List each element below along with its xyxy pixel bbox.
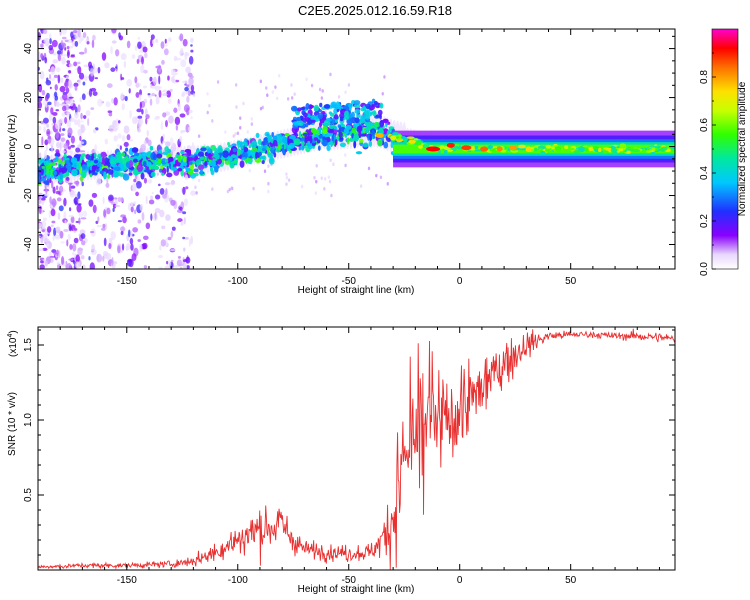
y-tick-label: 0 [23,143,34,149]
y-tick-label: -20 [23,188,34,203]
snr-x-label: Height of straight line (km) [298,584,415,595]
colorbar-gradient [712,29,738,269]
x-tick-label: -100 [228,276,248,287]
colorbar-axis: 0.0 0.2 0.4 0.6 0.8 [699,52,716,276]
snr-multiplier-close: ) [8,330,19,333]
x-tick-label: -50 [342,575,357,586]
colorbar-tick-label: 0.0 [699,262,710,276]
x-tick-label: -50 [342,276,357,287]
spectrogram-x-axis: -150 -100 -50 0 50 [59,29,660,287]
colorbar-tick-label: 0.2 [699,214,710,228]
spectrogram-heatmap [38,29,675,269]
colorbar-tick-label: 0.8 [699,70,710,84]
y-tick-label: 20 [23,92,34,104]
x-tick-label: -100 [228,575,248,586]
snr-y-axis: 0.5 1.0 1.5 [23,329,675,556]
snr-series-line [38,328,675,570]
svg-text:(x104): (x104) [7,330,19,357]
spectrogram-y-label: Frequency (Hz) [7,115,18,184]
x-tick-label: -150 [117,276,137,287]
colorbar-label: Normalized spectral amplitude [737,81,748,216]
colorbar-tick-label: 0.4 [699,166,710,180]
x-tick-label: 50 [565,575,577,586]
snr-multiplier-base: (x10 [8,337,19,357]
spectrogram-y-axis: -40 -20 0 20 40 [23,35,675,258]
snr-plot-area [38,327,675,570]
colorbar: 0.0 0.2 0.4 0.6 0.8 Normalized spectral ampl… [699,28,748,276]
spectrogram-x-label: Height of straight line (km) [298,285,415,296]
spectrogram-panel: -150 -100 -50 0 50 -40 -20 0 20 40 Height of str… [7,28,676,296]
snr-multiplier-exp: 4 [7,334,14,338]
y-tick-label: 40 [23,43,34,55]
x-tick-label: 0 [457,575,463,586]
y-tick-label: 0.5 [23,488,34,502]
y-tick-label: 1.5 [23,338,34,352]
snr-frame [37,326,676,571]
snr-x-axis: -150 -100 -50 0 50 [59,327,660,586]
y-tick-label: 1.0 [23,413,34,427]
x-tick-label: -150 [117,575,137,586]
y-tick-label: -40 [23,237,34,252]
figure-title: C2E5.2025.012.16.59.R18 [298,3,452,18]
spectrogram-frame [37,28,676,270]
x-tick-label: 50 [565,276,577,287]
snr-y-label: SNR (10 * v/v) [7,392,18,456]
colorbar-tick-label: 0.6 [699,118,710,132]
x-tick-label: 0 [457,276,463,287]
snr-panel: -150 -100 -50 0 50 0.5 1.0 1.5 Height of strai… [7,326,676,595]
snr-multiplier: (x104) [7,330,19,357]
